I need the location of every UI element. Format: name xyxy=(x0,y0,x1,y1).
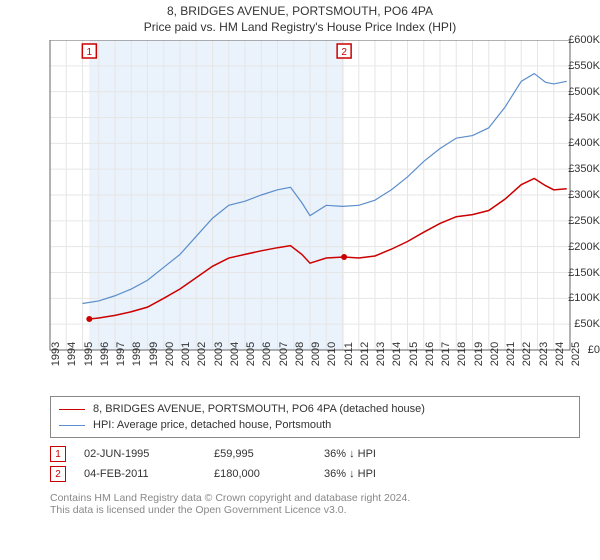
y-tick-label: £50K xyxy=(556,318,600,330)
y-tick-label: £250K xyxy=(556,215,600,227)
chart-title-line1: 8, BRIDGES AVENUE, PORTSMOUTH, PO6 4PA xyxy=(0,4,600,18)
svg-text:2: 2 xyxy=(341,47,347,58)
legend-row: 8, BRIDGES AVENUE, PORTSMOUTH, PO6 4PA (… xyxy=(59,401,571,417)
y-tick-label: £150K xyxy=(556,267,600,279)
marker-table: 1 02-JUN-1995 £59,995 36% ↓ HPI 2 04-FEB… xyxy=(50,444,580,484)
chart-svg: 12 xyxy=(0,40,600,390)
y-tick-label: £300K xyxy=(556,189,600,201)
footer-line2: This data is licensed under the Open Gov… xyxy=(50,504,580,516)
legend-swatch-blue xyxy=(59,425,85,426)
legend: 8, BRIDGES AVENUE, PORTSMOUTH, PO6 4PA (… xyxy=(50,396,580,438)
chart-area: 12£0£50K£100K£150K£200K£250K£300K£350K£4… xyxy=(0,40,600,390)
marker-badge: 1 xyxy=(50,446,66,462)
y-tick-label: £500K xyxy=(556,86,600,98)
y-tick-label: £350K xyxy=(556,163,600,175)
y-tick-label: £600K xyxy=(556,34,600,46)
marker-date: 04-FEB-2011 xyxy=(84,468,214,480)
legend-label: 8, BRIDGES AVENUE, PORTSMOUTH, PO6 4PA (… xyxy=(93,403,425,415)
marker-delta: 36% ↓ HPI xyxy=(324,468,376,480)
footer: Contains HM Land Registry data © Crown c… xyxy=(50,492,580,516)
y-tick-label: £100K xyxy=(556,292,600,304)
x-tick-label: 2025 xyxy=(570,342,600,366)
marker-price: £180,000 xyxy=(214,468,324,480)
legend-swatch-red xyxy=(59,409,85,410)
marker-row: 2 04-FEB-2011 £180,000 36% ↓ HPI xyxy=(50,464,580,484)
y-tick-label: £200K xyxy=(556,241,600,253)
marker-date: 02-JUN-1995 xyxy=(84,448,214,460)
marker-delta: 36% ↓ HPI xyxy=(324,448,376,460)
marker-row: 1 02-JUN-1995 £59,995 36% ↓ HPI xyxy=(50,444,580,464)
footer-line1: Contains HM Land Registry data © Crown c… xyxy=(50,492,580,504)
marker-price: £59,995 xyxy=(214,448,324,460)
chart-title-line2: Price paid vs. HM Land Registry's House … xyxy=(0,20,600,34)
y-tick-label: £400K xyxy=(556,137,600,149)
y-tick-label: £450K xyxy=(556,112,600,124)
marker-badge: 2 xyxy=(50,466,66,482)
legend-row: HPI: Average price, detached house, Port… xyxy=(59,417,571,433)
legend-label: HPI: Average price, detached house, Port… xyxy=(93,419,331,431)
y-tick-label: £550K xyxy=(556,60,600,72)
chart-title-block: 8, BRIDGES AVENUE, PORTSMOUTH, PO6 4PA P… xyxy=(0,0,600,34)
svg-text:1: 1 xyxy=(87,47,93,58)
